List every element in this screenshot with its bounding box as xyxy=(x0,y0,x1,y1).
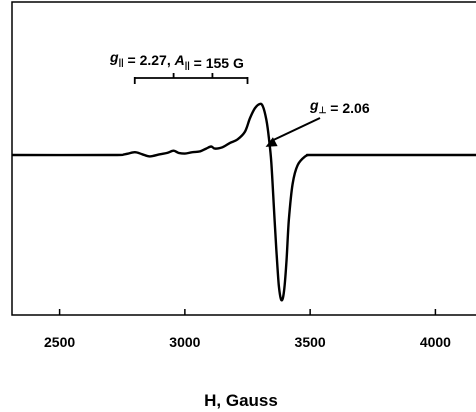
plot-frame xyxy=(11,1,476,316)
x-tick-labels: 2500 3000 3500 4000 xyxy=(44,334,451,350)
x-tick-label: 2500 xyxy=(44,334,75,350)
g-parallel-annotation: g|| = 2.27, A|| = 155 G xyxy=(109,49,244,71)
g-perp-arrowhead xyxy=(265,137,278,147)
x-tick-label: 3000 xyxy=(169,334,200,350)
g-perp-annotation: g⊥ = 2.06 xyxy=(309,97,370,116)
x-axis-title: H, Gauss xyxy=(204,391,278,410)
annotations: g|| = 2.27, A|| = 155 G g⊥ = 2.06 xyxy=(109,49,370,147)
x-tick-label: 4000 xyxy=(420,334,451,350)
spectrum-line xyxy=(11,102,476,302)
g-perp-arrow xyxy=(271,117,321,142)
x-tick-label: 3500 xyxy=(295,334,326,350)
x-ticks xyxy=(58,309,437,315)
